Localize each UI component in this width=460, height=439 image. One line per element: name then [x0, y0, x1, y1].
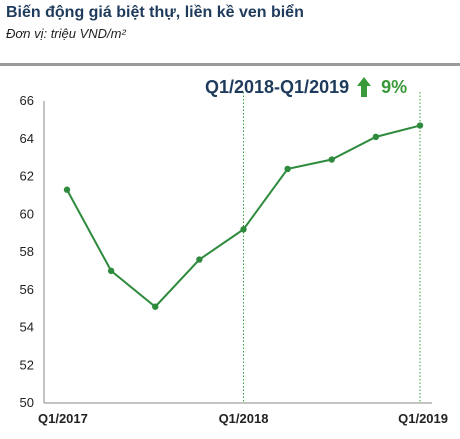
data-point [152, 303, 159, 310]
highlight-callout: Q1/2018-Q1/2019 9% [205, 72, 407, 102]
data-point [240, 226, 247, 233]
y-tick-label: 60 [20, 206, 34, 221]
y-tick-label: 52 [20, 357, 34, 372]
data-point [196, 256, 203, 263]
y-tick-label: 50 [20, 395, 34, 410]
up-arrow-icon [357, 77, 372, 97]
x-tick-label: Q1/2017 [38, 411, 88, 426]
data-point [284, 165, 291, 173]
header-divider [0, 63, 460, 66]
y-tick-label: 56 [20, 282, 34, 297]
highlight-change: 9% [381, 76, 408, 97]
highlight-period: Q1/2018-Q1/2019 [205, 76, 350, 97]
data-point [328, 156, 335, 163]
data-point [416, 122, 424, 129]
y-tick-label: 66 [20, 93, 34, 108]
x-tick-label: Q1/2019 [398, 411, 448, 426]
data-point [63, 186, 71, 193]
chart-title: Biến động giá biệt thự, liền kề ven biển [6, 4, 304, 21]
y-tick-label: 58 [20, 244, 34, 259]
chart-unit-subtitle: Đơn vị: triệu VND/m² [6, 26, 126, 41]
y-tick-label: 62 [20, 169, 34, 184]
y-tick-label: 64 [20, 131, 34, 146]
data-point [107, 267, 115, 275]
x-tick-label: Q1/2018 [219, 411, 269, 426]
y-tick-label: 54 [20, 320, 34, 335]
data-point [372, 133, 380, 141]
